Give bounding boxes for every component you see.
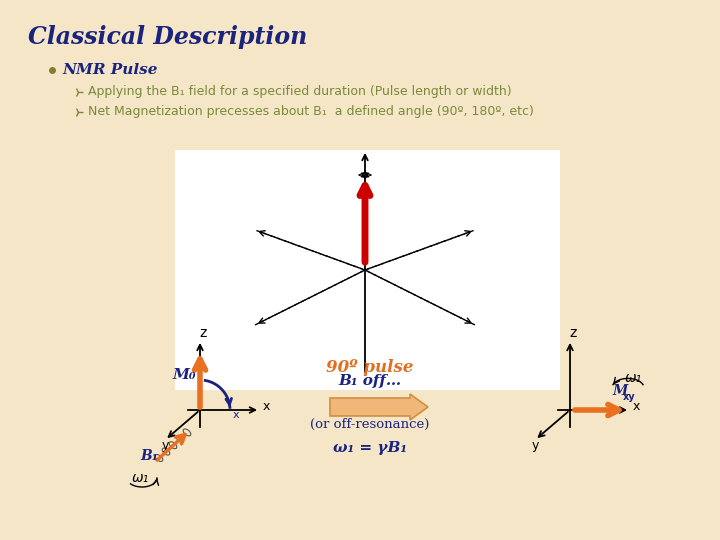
Text: Classical Description: Classical Description bbox=[28, 25, 307, 49]
Text: z: z bbox=[199, 326, 207, 340]
Text: x: x bbox=[233, 410, 240, 420]
Text: NMR Pulse: NMR Pulse bbox=[62, 63, 158, 77]
Text: y: y bbox=[532, 438, 539, 451]
Text: Applying the B₁ field for a specified duration (Pulse length or width): Applying the B₁ field for a specified du… bbox=[88, 85, 512, 98]
Text: x: x bbox=[263, 400, 271, 413]
FancyArrow shape bbox=[330, 394, 428, 420]
Text: M₀: M₀ bbox=[172, 368, 196, 382]
Text: Net Magnetization precesses about B₁  a defined angle (90º, 180º, etc): Net Magnetization precesses about B₁ a d… bbox=[88, 105, 534, 118]
FancyBboxPatch shape bbox=[175, 150, 560, 390]
Text: M: M bbox=[612, 384, 627, 398]
Text: x: x bbox=[633, 400, 640, 413]
Text: (or off-resonance): (or off-resonance) bbox=[310, 418, 430, 431]
Text: 90º pulse: 90º pulse bbox=[326, 359, 414, 376]
Text: y: y bbox=[162, 438, 169, 451]
Text: ω₁: ω₁ bbox=[625, 371, 642, 385]
Text: ω₁ = γB₁: ω₁ = γB₁ bbox=[333, 441, 407, 455]
Text: ω₁: ω₁ bbox=[132, 471, 149, 485]
Text: B₁ off…: B₁ off… bbox=[338, 374, 402, 388]
Text: z: z bbox=[570, 326, 577, 340]
Text: B₁: B₁ bbox=[140, 449, 158, 463]
Text: xy: xy bbox=[623, 392, 636, 402]
